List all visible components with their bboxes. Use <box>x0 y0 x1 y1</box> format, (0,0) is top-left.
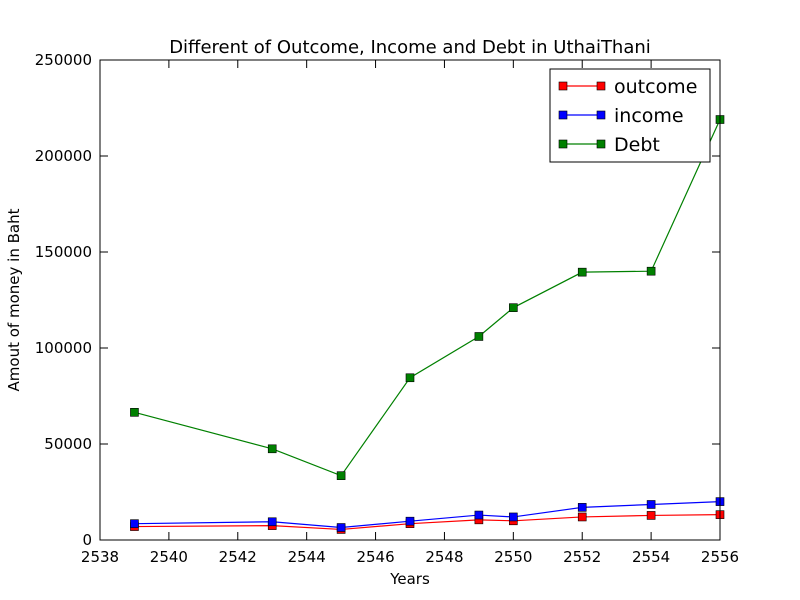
x-tick-label: 2552 <box>563 548 601 566</box>
x-tick-label: 2554 <box>632 548 670 566</box>
legend: outcome income Debt <box>549 68 711 163</box>
data-point-debt <box>509 303 518 312</box>
series-line-income <box>134 501 721 529</box>
x-tick-label: 2556 <box>701 548 739 566</box>
plot-layer <box>130 115 725 534</box>
data-point-debt <box>474 332 484 341</box>
y-tick-label: 0 <box>82 531 92 549</box>
legend-label-outcome: outcome <box>614 76 697 98</box>
chart-title: Different of Outcome, Income and Debt in… <box>169 37 651 58</box>
x-tick-label: 2540 <box>150 548 188 566</box>
y-tick-label: 100000 <box>35 339 92 357</box>
ticks-layer: 2538 2540 2542 2544 2546 2548 2550 2552 2554 2556… <box>35 51 739 566</box>
x-tick-label: 2538 <box>81 548 119 566</box>
y-tick-label: 250000 <box>35 51 92 69</box>
data-point-debt <box>646 266 656 276</box>
data-point-debt <box>577 267 587 277</box>
data-point-income <box>646 500 656 509</box>
legend-marker-income <box>558 110 568 120</box>
legend-label-debt: Debt <box>614 134 660 156</box>
data-point-debt <box>405 373 415 383</box>
legend-marker-outcome <box>558 81 568 91</box>
data-point-income <box>474 510 484 520</box>
legend-marker-debt <box>596 139 606 149</box>
legend-label-income: income <box>614 105 684 127</box>
y-tick-label: 50000 <box>44 435 92 453</box>
y-tick-label: 150000 <box>35 243 92 261</box>
data-point-income <box>130 519 139 528</box>
x-tick-label: 2544 <box>288 548 326 566</box>
legend-marker-income <box>596 110 606 120</box>
plot-frame <box>99 59 721 541</box>
data-point-income <box>509 512 518 522</box>
legend-marker-outcome <box>596 81 606 91</box>
data-point-income <box>267 517 277 527</box>
x-axis-label: Years <box>389 570 430 588</box>
legend-marker-debt <box>558 139 568 149</box>
data-point-debt <box>267 444 277 454</box>
data-point-income <box>336 523 346 532</box>
x-tick-label: 2548 <box>425 548 463 566</box>
data-point-outcome <box>646 511 656 520</box>
data-point-outcome <box>577 512 587 522</box>
x-tick-label: 2550 <box>494 548 532 566</box>
data-point-income <box>405 516 415 526</box>
series-line-debt <box>134 119 721 477</box>
x-tick-label: 2546 <box>356 548 394 566</box>
y-axis-label: Amout of money in Baht <box>5 208 23 391</box>
x-tick-label: 2542 <box>219 548 257 566</box>
y-tick-label: 200000 <box>35 147 92 165</box>
data-point-debt <box>336 471 346 480</box>
data-point-debt <box>130 408 139 417</box>
data-point-income <box>577 503 587 512</box>
